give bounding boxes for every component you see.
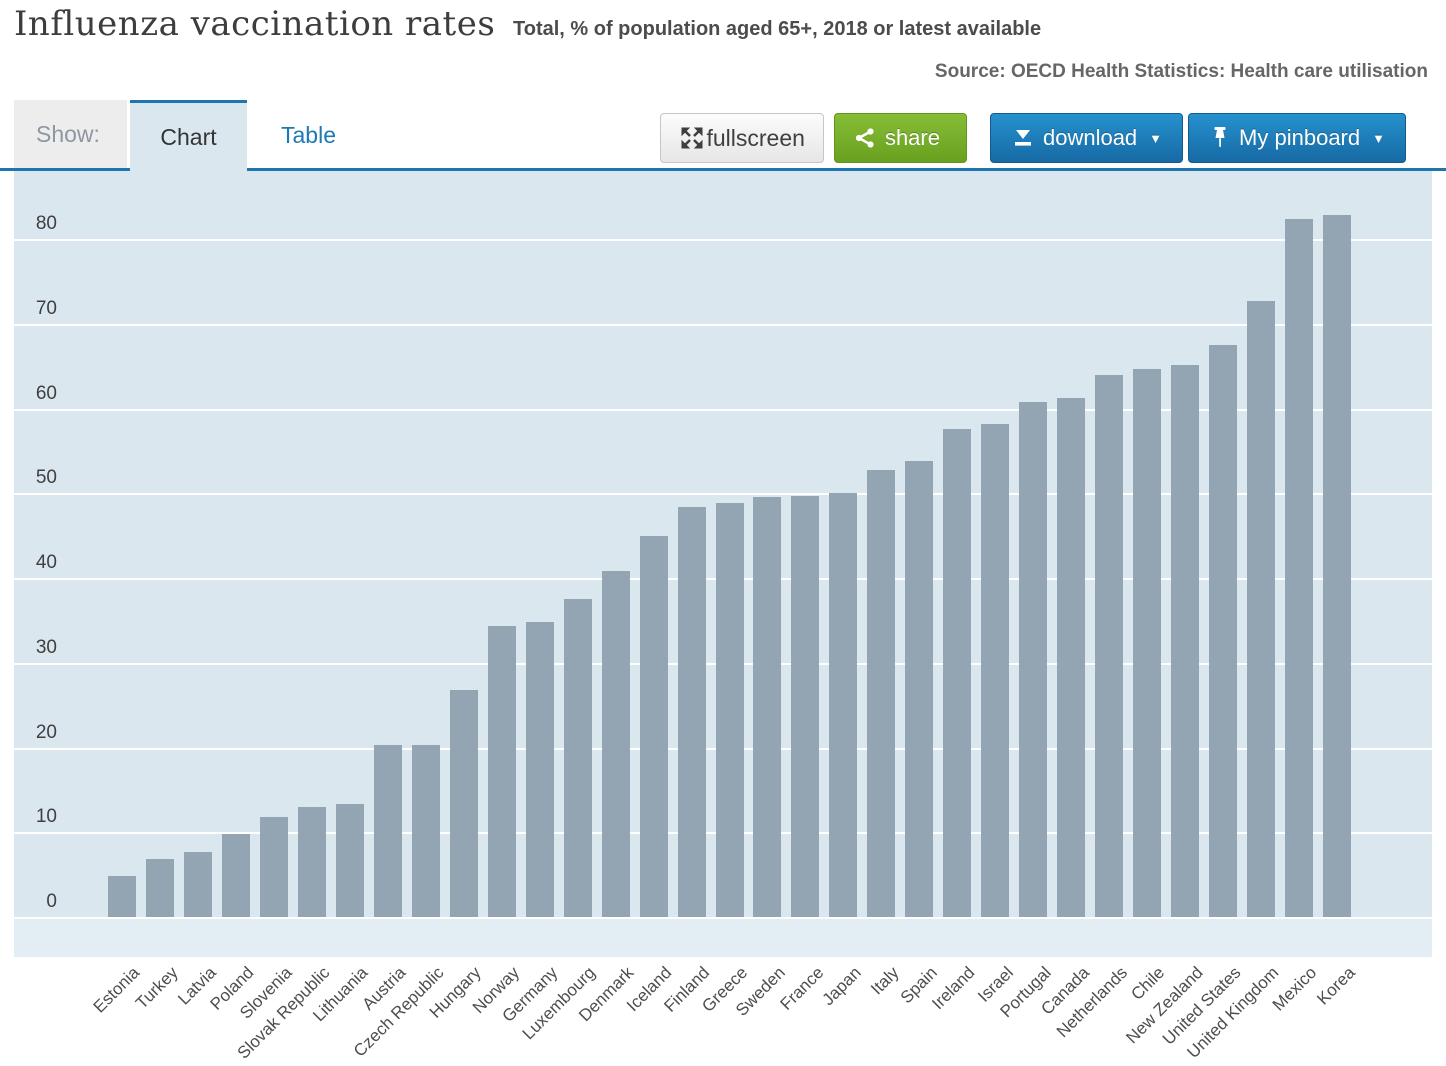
bar-greece[interactable]	[715, 503, 744, 917]
bar-austria[interactable]	[373, 744, 402, 917]
bar-sweden[interactable]	[753, 497, 782, 917]
x-axis-labels: Estonia Turkey Latvia Poland Slovenia Slovak …	[0, 957, 1446, 1066]
bar-italy[interactable]	[867, 469, 896, 917]
y-tick-20: 20	[35, 721, 57, 743]
fullscreen-button[interactable]: fullscreen	[659, 113, 824, 163]
bar-germany[interactable]	[525, 622, 554, 917]
gridline-80	[14, 239, 1432, 241]
bar-denmark[interactable]	[601, 571, 630, 917]
fullscreen-label: fullscreen	[706, 124, 805, 151]
bar-united-kingdom[interactable]	[1247, 300, 1276, 917]
gridline-60	[14, 408, 1432, 411]
download-icon	[1014, 130, 1031, 146]
toolbar: Show: Chart Table fullscreen	[0, 100, 1446, 171]
bar-chile[interactable]	[1133, 368, 1162, 917]
x-label-turkey: Turkey	[131, 963, 182, 1013]
x-axis-band	[14, 919, 1432, 957]
bar-czech-republic[interactable]	[411, 744, 440, 917]
bar-estonia[interactable]	[108, 876, 136, 917]
y-tick-70: 70	[35, 297, 57, 319]
y-tick-50: 50	[35, 467, 57, 489]
bar-mexico[interactable]	[1285, 218, 1314, 917]
tab-table[interactable]: Table	[247, 100, 370, 171]
share-label: share	[884, 125, 940, 150]
tab-underline	[0, 168, 1446, 171]
bar-korea[interactable]	[1323, 215, 1351, 917]
pinboard-label: My pinboard	[1239, 125, 1361, 150]
show-label: Show:	[14, 100, 127, 168]
y-tick-60: 60	[35, 382, 57, 404]
gridline-70	[14, 323, 1432, 326]
bar-netherlands[interactable]	[1095, 374, 1124, 917]
bar-finland[interactable]	[677, 506, 706, 917]
bar-france[interactable]	[791, 495, 820, 917]
bar-israel[interactable]	[981, 423, 1010, 917]
x-label-estonia: Estonia	[89, 963, 144, 1017]
y-tick-40: 40	[35, 552, 57, 573]
gridline-50	[14, 493, 1432, 496]
bar-canada[interactable]	[1057, 398, 1086, 917]
x-label-korea: Korea	[1312, 963, 1359, 1009]
bar-ireland[interactable]	[943, 428, 972, 917]
bar-turkey[interactable]	[145, 858, 174, 917]
bar-portugal[interactable]	[1019, 401, 1048, 917]
y-tick-10: 10	[35, 806, 57, 828]
y-tick-80: 80	[35, 213, 57, 234]
bar-slovenia[interactable]	[259, 816, 288, 917]
y-tick-30: 30	[35, 636, 57, 658]
x-label-ireland: Ireland	[928, 963, 979, 1014]
gridline-0	[14, 917, 1432, 919]
chart-subtitle: Total, % of population aged 65+, 2018 or…	[513, 18, 1042, 40]
chevron-down-icon: ▼	[1372, 130, 1385, 146]
bar-spain[interactable]	[905, 461, 934, 917]
bar-iceland[interactable]	[639, 535, 668, 917]
bar-united-states[interactable]	[1209, 344, 1238, 917]
bar-latvia[interactable]	[183, 851, 212, 917]
x-label-japan: Japan	[818, 963, 865, 1010]
toolbar-buttons: fullscreen share download ▼	[659, 113, 1406, 163]
bar-new-zealand[interactable]	[1171, 365, 1200, 917]
bar-hungary[interactable]	[449, 689, 478, 917]
bar-lithuania[interactable]	[335, 804, 364, 917]
y-tick-0: 0	[46, 891, 57, 912]
chevron-down-icon: ▼	[1149, 130, 1163, 146]
bar-slovak-republic[interactable]	[297, 806, 326, 917]
tab-chart[interactable]: Chart	[130, 100, 247, 171]
share-button[interactable]: share	[833, 113, 967, 163]
download-label: download	[1042, 125, 1138, 150]
tab-chart-label: Chart	[160, 123, 217, 150]
tab-table-label: Table	[281, 122, 336, 148]
bar-japan[interactable]	[829, 493, 858, 917]
share-icon	[855, 128, 874, 148]
source-attribution: Source: OECD Health Statistics: Health c…	[934, 61, 1428, 82]
bar-luxembourg[interactable]	[563, 599, 592, 917]
fullscreen-icon	[681, 127, 702, 149]
my-pinboard-button[interactable]: My pinboard ▼	[1188, 113, 1406, 163]
download-button[interactable]: download ▼	[989, 113, 1184, 163]
page-title: Influenza vaccination rates	[14, 4, 496, 44]
bar-norway[interactable]	[487, 626, 516, 917]
pin-icon	[1214, 127, 1226, 147]
show-label-text: Show:	[36, 120, 100, 147]
bar-poland[interactable]	[221, 833, 250, 917]
bar-chart-plot-area: 0 10 20 30 40 50 60 70 80	[14, 171, 1432, 957]
